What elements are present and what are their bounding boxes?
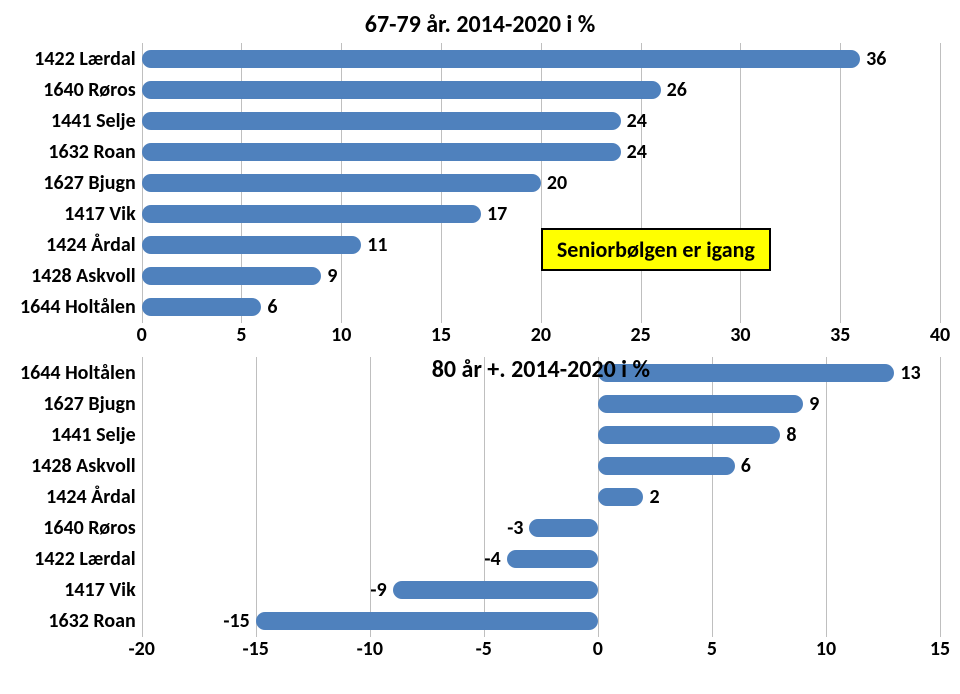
bar <box>142 298 262 316</box>
chart1-body: 1422 Lærdal 1640 Røros 1441 Selje 1632 Roan… <box>20 43 940 323</box>
x-tick: 10 <box>331 323 351 347</box>
bar-value-label: 8 <box>786 423 796 447</box>
bar <box>598 457 735 475</box>
bar-value-label: -3 <box>507 516 523 540</box>
bar <box>142 236 362 254</box>
y-label: 1428 Askvoll <box>20 456 136 476</box>
bar-row: -15 <box>142 612 940 630</box>
bar-row: 8 <box>142 426 940 444</box>
x-tick: -20 <box>128 637 154 661</box>
bar-row: 9 <box>142 395 940 413</box>
bar-value-label: 9 <box>809 392 819 416</box>
bar-value-label: -15 <box>223 609 249 633</box>
chart-67-79: 67-79 år. 2014-2020 i % 1422 Lærdal 1640 … <box>20 10 940 347</box>
chart1-title: 67-79 år. 2014-2020 i % <box>20 10 940 39</box>
bar <box>256 612 598 630</box>
bar-row: -9 <box>142 581 940 599</box>
bar <box>598 426 780 444</box>
bar-value-label: 6 <box>741 454 751 478</box>
bar-value-label: 6 <box>267 295 277 319</box>
y-label: 1644 Holtålen <box>20 363 136 383</box>
chart1-x-ticks: 0510152025303540 <box>142 323 940 347</box>
y-label: 1627 Bjugn <box>20 173 136 193</box>
bar <box>142 112 621 130</box>
bar-value-label: 26 <box>667 78 687 102</box>
bar-row: -4 <box>142 550 940 568</box>
y-label: 1640 Røros <box>20 518 136 538</box>
bar-row: 17 <box>142 205 940 223</box>
x-tick: 30 <box>730 323 750 347</box>
bar-value-label: 24 <box>627 109 647 133</box>
y-label: 1441 Selje <box>20 425 136 445</box>
bar <box>507 550 598 568</box>
chart1-y-labels: 1422 Lærdal 1640 Røros 1441 Selje 1632 Roan… <box>20 43 142 323</box>
bar <box>142 50 860 68</box>
y-label: 1422 Lærdal <box>20 549 136 569</box>
bar-row: 36 <box>142 50 940 68</box>
x-tick: 25 <box>630 323 650 347</box>
chart-80plus: 1644 Holtålen 1627 Bjugn 1441 Selje 1428 As… <box>20 357 940 661</box>
bar-row: 6 <box>142 298 940 316</box>
bar <box>393 581 598 599</box>
y-label: 1644 Holtålen <box>20 297 136 317</box>
y-label: 1632 Roan <box>20 142 136 162</box>
y-label: 1632 Roan <box>20 611 136 631</box>
bar <box>142 81 661 99</box>
y-label: 1627 Bjugn <box>20 394 136 414</box>
bar-value-label: 17 <box>487 202 507 226</box>
x-tick: 0 <box>137 323 147 347</box>
x-tick: 35 <box>830 323 850 347</box>
y-label: 1422 Lærdal <box>20 49 136 69</box>
chart2-title: 80 år +. 2014-2020 i % <box>142 355 940 384</box>
callout-seniorbolgen: Seniorbølgen er igang <box>541 228 771 271</box>
x-tick: 20 <box>531 323 551 347</box>
bar <box>598 395 803 413</box>
bar-value-label: 20 <box>547 171 567 195</box>
x-tick: 15 <box>431 323 451 347</box>
y-label: 1424 Årdal <box>20 487 136 507</box>
x-tick: -15 <box>243 637 269 661</box>
chart1-plot: 36 26 24 24 20 17 11 9 6 Seniorbølgen er igang <box>142 43 940 323</box>
bar-value-label: 24 <box>627 140 647 164</box>
y-label: 1417 Vik <box>20 580 136 600</box>
bar <box>598 488 644 506</box>
bar-value-label: 2 <box>649 485 659 509</box>
bar <box>142 205 481 223</box>
bar-value-label: 11 <box>367 233 387 257</box>
bar-row: 26 <box>142 81 940 99</box>
bar <box>142 267 322 285</box>
x-tick: 0 <box>593 637 603 661</box>
x-tick: 5 <box>236 323 246 347</box>
chart2-plot: 80 år +. 2014-2020 i % 139862-3-4-9-15 <box>142 357 940 637</box>
bar-value-label: -4 <box>484 547 500 571</box>
x-tick: 10 <box>816 637 836 661</box>
chart2-x-ticks: -20-15-10-5051015 <box>142 637 940 661</box>
bar-row: 2 <box>142 488 940 506</box>
chart2-y-labels: 1644 Holtålen 1627 Bjugn 1441 Selje 1428 As… <box>20 357 142 637</box>
bar <box>142 143 621 161</box>
bar-row: 24 <box>142 112 940 130</box>
bar-row: 6 <box>142 457 940 475</box>
y-label: 1640 Røros <box>20 80 136 100</box>
x-tick: -10 <box>357 637 383 661</box>
y-label: 1441 Selje <box>20 111 136 131</box>
x-tick: 40 <box>930 323 950 347</box>
bar <box>529 519 597 537</box>
y-label: 1424 Årdal <box>20 235 136 255</box>
x-tick: 5 <box>707 637 717 661</box>
y-label: 1428 Askvoll <box>20 266 136 286</box>
bar-value-label: 36 <box>866 47 886 71</box>
bar <box>142 174 541 192</box>
chart2-body: 1644 Holtålen 1627 Bjugn 1441 Selje 1428 As… <box>20 357 940 637</box>
bar-value-label: 9 <box>327 264 337 288</box>
x-tick: 15 <box>930 637 950 661</box>
bar-row: -3 <box>142 519 940 537</box>
bar-row: 20 <box>142 174 940 192</box>
y-label: 1417 Vik <box>20 204 136 224</box>
chart2-bars: 139862-3-4-9-15 <box>142 357 940 637</box>
x-tick: -5 <box>476 637 492 661</box>
chart1-bars: 36 26 24 24 20 17 11 9 6 <box>142 43 940 323</box>
bar-value-label: -9 <box>370 578 386 602</box>
bar-row: 24 <box>142 143 940 161</box>
